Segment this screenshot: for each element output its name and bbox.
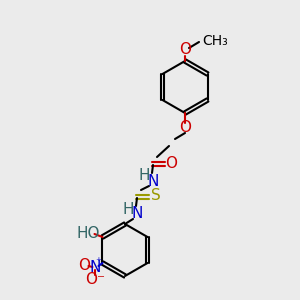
Text: N: N: [147, 173, 159, 188]
Text: O: O: [179, 121, 191, 136]
Text: HO: HO: [77, 226, 100, 241]
Text: ⁺: ⁺: [95, 257, 101, 267]
Text: H: H: [122, 202, 134, 217]
Text: O⁻: O⁻: [85, 272, 106, 287]
Text: N: N: [90, 260, 101, 274]
Text: N: N: [131, 206, 143, 221]
Text: O: O: [79, 257, 91, 272]
Text: O: O: [179, 43, 191, 58]
Text: O: O: [165, 155, 177, 170]
Text: CH₃: CH₃: [202, 34, 228, 48]
Text: S: S: [151, 188, 161, 203]
Text: H: H: [138, 169, 150, 184]
